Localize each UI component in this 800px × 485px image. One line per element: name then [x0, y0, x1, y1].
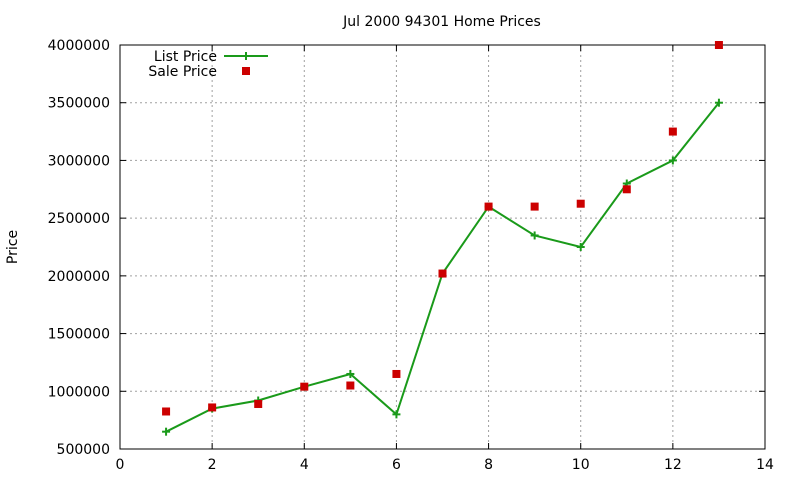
grid	[120, 45, 765, 449]
y-tick-label: 500000	[57, 442, 110, 458]
y-axis-label: Price	[5, 230, 21, 264]
sale-price-point	[714, 41, 723, 49]
sale-price-point	[438, 269, 447, 278]
list-price-point	[346, 369, 355, 378]
sale-price-point	[208, 403, 217, 412]
sale-price-point	[576, 199, 585, 208]
sale-price-point	[484, 202, 493, 211]
y-tick-label: 3000000	[48, 153, 110, 169]
legend: List Price Sale Price	[148, 49, 268, 80]
legend-marker-list-price	[242, 52, 250, 60]
sale-price-point	[300, 382, 309, 391]
sale-price-point	[530, 202, 539, 211]
sale-price-point	[622, 185, 631, 194]
sale-price-point	[254, 399, 263, 408]
x-tick-label: 8	[484, 457, 493, 473]
y-tick-label: 2000000	[48, 269, 110, 285]
list-price-point	[162, 427, 171, 436]
y-tick-label: 1500000	[48, 327, 110, 343]
list-price-line	[165, 102, 720, 433]
x-tick-label: 10	[572, 457, 590, 473]
y-tick-label: 3500000	[48, 96, 110, 112]
chart-title: Jul 2000 94301 Home Prices	[342, 14, 541, 30]
list-price-point	[392, 410, 401, 419]
list-price-point	[714, 98, 723, 107]
sale-price-point	[392, 369, 401, 378]
list-price-point	[530, 231, 539, 240]
y-tick-label: 1000000	[48, 384, 110, 400]
list-price-point	[576, 243, 585, 251]
y-tick-label: 2500000	[48, 211, 110, 227]
legend-marker-sale-price	[242, 67, 250, 75]
sale-price-point	[668, 127, 677, 136]
list-price-point	[668, 156, 677, 165]
legend-key-list-price	[224, 52, 268, 60]
plot-frame	[119, 44, 766, 450]
axis-ticks: 0 2 4 6 8 10 12 14 500000 1000000 1500000 2000000 25…	[48, 38, 774, 473]
legend-label-sale-price: Sale Price	[148, 64, 217, 80]
sale-price-point	[162, 407, 171, 416]
x-tick-label: 14	[756, 457, 774, 473]
x-tick-label: 4	[300, 457, 309, 473]
x-tick-label: 0	[116, 457, 125, 473]
sale-price-point	[346, 381, 355, 390]
legend-label-list-price: List Price	[154, 49, 217, 65]
y-tick-label: 4000000	[48, 38, 110, 54]
x-tick-label: 12	[664, 457, 682, 473]
x-tick-label: 6	[392, 457, 401, 473]
legend-key-sale-price	[242, 67, 250, 75]
series-layer	[162, 41, 723, 436]
x-tick-label: 2	[208, 457, 217, 473]
